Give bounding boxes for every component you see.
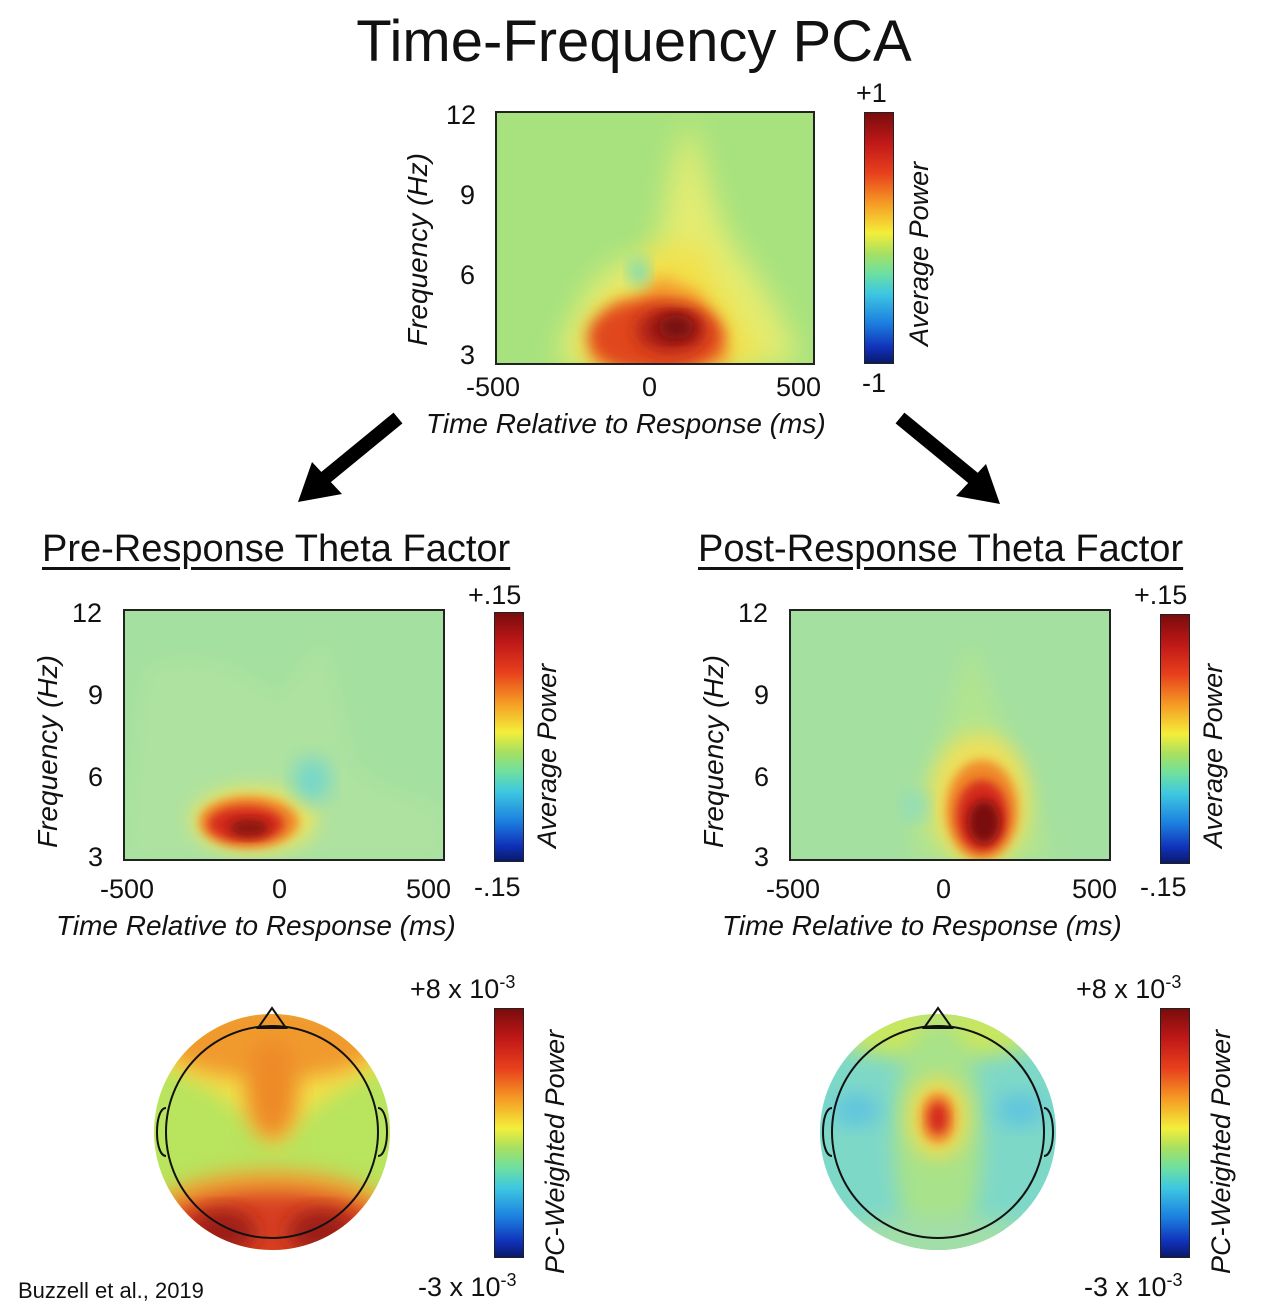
pre-xlabel: Time Relative to Response (ms) <box>56 910 456 941</box>
pre-topo-min: -3 x 10-3 <box>418 1270 517 1303</box>
post-colorbar <box>1160 614 1190 864</box>
pre-topo-max-base: +8 x 10 <box>410 974 500 1004</box>
post-topo-min: -3 x 10-3 <box>1084 1270 1183 1303</box>
post-ytick-3: 3 <box>754 842 770 872</box>
top-ytick-9: 9 <box>460 180 476 210</box>
pre-topo-colorbar-label: PC-Weighted Power <box>540 1029 570 1274</box>
pre-colorbar <box>494 612 524 862</box>
pre-topo-colorbar <box>494 1008 524 1258</box>
top-colorbar-min: -1 <box>862 368 887 398</box>
post-topo-max-base: +8 x 10 <box>1076 974 1166 1004</box>
post-heading: Post-Response Theta Factor <box>698 528 1184 570</box>
top-ytick-6: 6 <box>460 260 476 290</box>
post-topo-colorbar <box>1160 1008 1190 1258</box>
pre-colorbar-label: Average Power <box>532 663 562 848</box>
top-ylabel: Frequency (Hz) <box>402 153 433 346</box>
post-tf-heatmap <box>789 609 1111 861</box>
pre-topo-min-base: -3 x 10 <box>418 1272 501 1302</box>
top-colorbar-max: +1 <box>856 78 887 108</box>
pre-ylabel: Frequency (Hz) <box>32 655 63 848</box>
post-ytick-9: 9 <box>754 680 770 710</box>
pre-ytick-12: 12 <box>72 598 103 628</box>
pre-xtick-0: 0 <box>272 874 288 904</box>
top-xlabel: Time Relative to Response (ms) <box>426 408 826 439</box>
post-xtick-0: 0 <box>936 874 952 904</box>
top-ytick-12: 12 <box>446 100 477 130</box>
pre-topo-max-exp: -3 <box>499 972 516 992</box>
pre-topo-max: +8 x 10-3 <box>410 972 515 1005</box>
pre-heading: Pre-Response Theta Factor <box>42 528 511 570</box>
post-topo-min-base: -3 x 10 <box>1084 1272 1167 1302</box>
top-colorbar <box>864 112 894 364</box>
pre-ytick-6: 6 <box>88 762 104 792</box>
post-topo-min-exp: -3 <box>1166 1270 1183 1290</box>
post-xtick-neg500: -500 <box>766 874 821 904</box>
page-title: Time-Frequency PCA <box>356 9 912 74</box>
citation: Buzzell et al., 2019 <box>18 1278 204 1303</box>
post-xtick-500: 500 <box>1072 874 1118 904</box>
post-ytick-6: 6 <box>754 762 770 792</box>
top-colorbar-label: Average Power <box>904 161 934 346</box>
post-colorbar-label: Average Power <box>1198 663 1228 848</box>
post-topo-colorbar-label: PC-Weighted Power <box>1206 1029 1236 1274</box>
post-colorbar-min: -.15 <box>1140 872 1187 902</box>
pre-topo-map <box>154 1006 390 1250</box>
post-ylabel: Frequency (Hz) <box>698 655 729 848</box>
post-topo-map <box>820 1006 1056 1250</box>
arrow-right-icon <box>895 412 1000 504</box>
top-tf-heatmap <box>495 111 815 365</box>
post-topo-max: +8 x 10-3 <box>1076 972 1181 1005</box>
pre-ytick-9: 9 <box>88 680 104 710</box>
post-topo-max-exp: -3 <box>1165 972 1182 992</box>
post-xlabel: Time Relative to Response (ms) <box>722 910 1122 941</box>
post-ytick-12: 12 <box>738 598 769 628</box>
pre-ytick-3: 3 <box>88 842 104 872</box>
pre-colorbar-max: +.15 <box>468 580 522 610</box>
pre-colorbar-min: -.15 <box>474 872 521 902</box>
top-ytick-3: 3 <box>460 340 476 370</box>
pre-tf-heatmap <box>123 609 445 861</box>
post-colorbar-max: +.15 <box>1134 580 1188 610</box>
top-xtick-neg500: -500 <box>466 372 521 402</box>
pre-xtick-500: 500 <box>406 874 452 904</box>
top-xtick-0: 0 <box>642 372 658 402</box>
pre-topo-min-exp: -3 <box>500 1270 517 1290</box>
pre-xtick-neg500: -500 <box>100 874 155 904</box>
arrow-left-icon <box>298 412 403 502</box>
top-xtick-500: 500 <box>776 372 822 402</box>
